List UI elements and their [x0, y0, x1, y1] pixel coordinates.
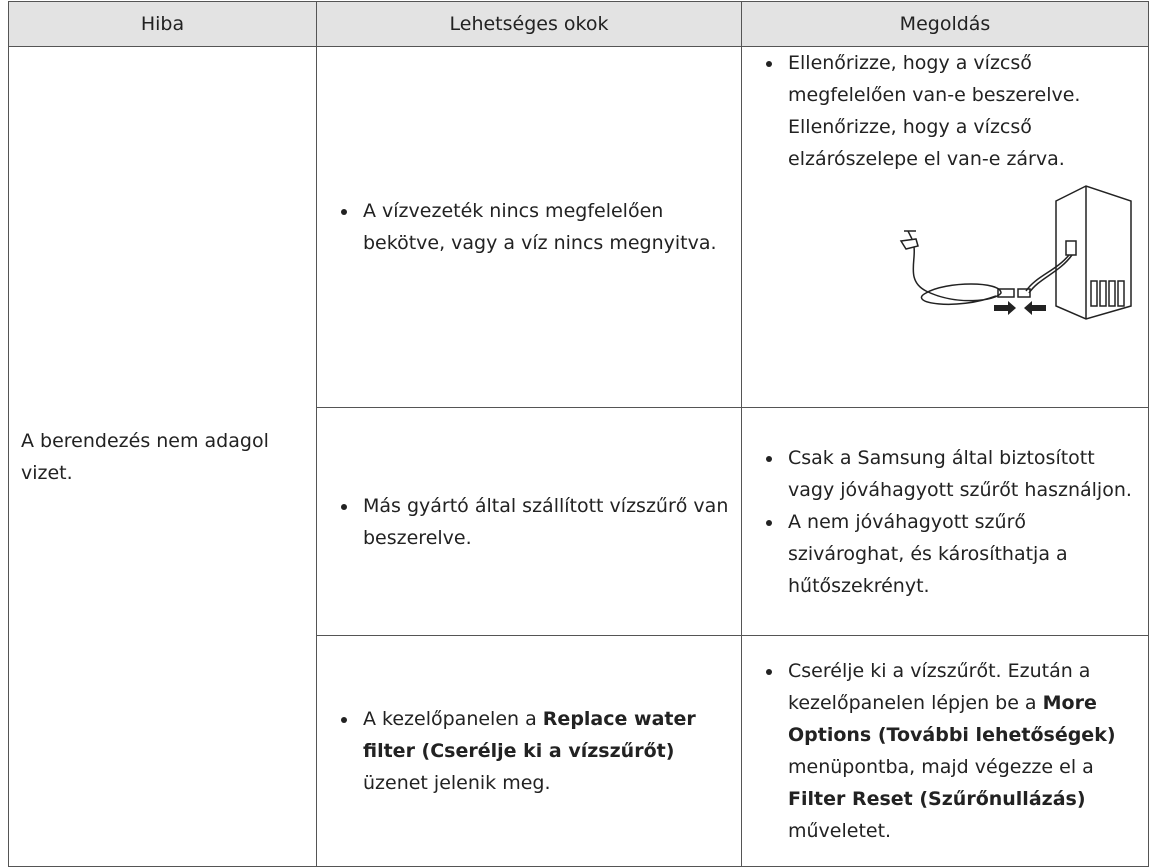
table-row: A kezelőpanelen a Replace water filter (…: [9, 635, 1149, 867]
solution-cell: Cserélje ki a vízszűrőt. Ezután a kezelő…: [741, 635, 1149, 867]
troubleshooting-table: Hiba Lehetséges okok Megoldás A berendez…: [8, 1, 1149, 867]
bold-text: Replace water filter (Cserélje ki a vízs…: [363, 708, 696, 762]
text: üzenet jelenik meg.: [363, 772, 551, 794]
solution-cell: Csak a Samsung által biztosított vagy jó…: [741, 407, 1149, 636]
text: menüpontba, majd végezze el a: [788, 756, 1094, 778]
cause-list: Más gyártó által szállított vízszűrő van…: [329, 490, 729, 554]
header-row: Hiba Lehetséges okok Megoldás: [8, 1, 1149, 47]
cause-list: A kezelőpanelen a Replace water filter (…: [329, 703, 729, 799]
cause-cell: A vízvezeték nincs megfelelően bekötve, …: [316, 46, 742, 408]
cause-cell: A kezelőpanelen a Replace water filter (…: [316, 635, 742, 867]
text: Cserélje ki a vízszűrőt. Ezután a kezelő…: [788, 660, 1091, 714]
table-body: A berendezés nem adagol vizet. A vízvezet…: [8, 46, 1149, 867]
text: A kezelőpanelen a: [363, 708, 537, 730]
cause-item: Más gyártó által szállított vízszűrő van…: [359, 490, 729, 554]
water-line-illustration: [899, 185, 1132, 320]
cause-item: A kezelőpanelen a Replace water filter (…: [359, 703, 729, 799]
bold-text: Filter Reset (Szűrőnullázás): [788, 788, 1086, 810]
text: Ellenőrizze, hogy a vízcső megfelelően v…: [788, 52, 1081, 170]
table-row: A berendezés nem adagol vizet. A vízvezet…: [8, 46, 1149, 867]
text: A vízvezeték nincs megfelelően bekötve, …: [363, 200, 717, 254]
text: A nem jóváhagyott szűrő szivároghat, és …: [788, 510, 1068, 597]
cause-list: A vízvezeték nincs megfelelően bekötve, …: [329, 195, 729, 259]
solution-cell: Ellenőrizze, hogy a vízcső megfelelően v…: [741, 46, 1149, 408]
solution-item: Csak a Samsung által biztosított vagy jó…: [784, 442, 1136, 506]
header-cell: Hiba: [8, 1, 317, 47]
solution-list: Ellenőrizze, hogy a vízcső megfelelően v…: [754, 47, 1136, 175]
header-cell: Megoldás: [741, 1, 1149, 47]
bold-text: More Options (További lehetőségek): [788, 692, 1116, 746]
solution-item: Cserélje ki a vízszűrőt. Ezután a kezelő…: [784, 655, 1136, 847]
text: műveletet.: [788, 820, 892, 842]
solution-item: A nem jóváhagyott szűrő szivároghat, és …: [784, 506, 1136, 602]
solution-list: Csak a Samsung által biztosított vagy jó…: [754, 442, 1136, 602]
table-row: Más gyártó által szállított vízszűrő van…: [9, 407, 1149, 636]
cause-cell: Más gyártó által szállított vízszűrő van…: [316, 407, 742, 636]
cause-item: A vízvezeték nincs megfelelően bekötve, …: [359, 195, 729, 259]
solution-item: Ellenőrizze, hogy a vízcső megfelelően v…: [784, 47, 1136, 175]
problem-cell: A berendezés nem adagol vizet.: [8, 46, 317, 867]
header-cell: Lehetséges okok: [316, 1, 742, 47]
text: Más gyártó által szállított vízszűrő van…: [363, 494, 729, 549]
solution-list: Cserélje ki a vízszűrőt. Ezután a kezelő…: [754, 655, 1136, 847]
text: Csak a Samsung által biztosított vagy jó…: [788, 446, 1132, 501]
